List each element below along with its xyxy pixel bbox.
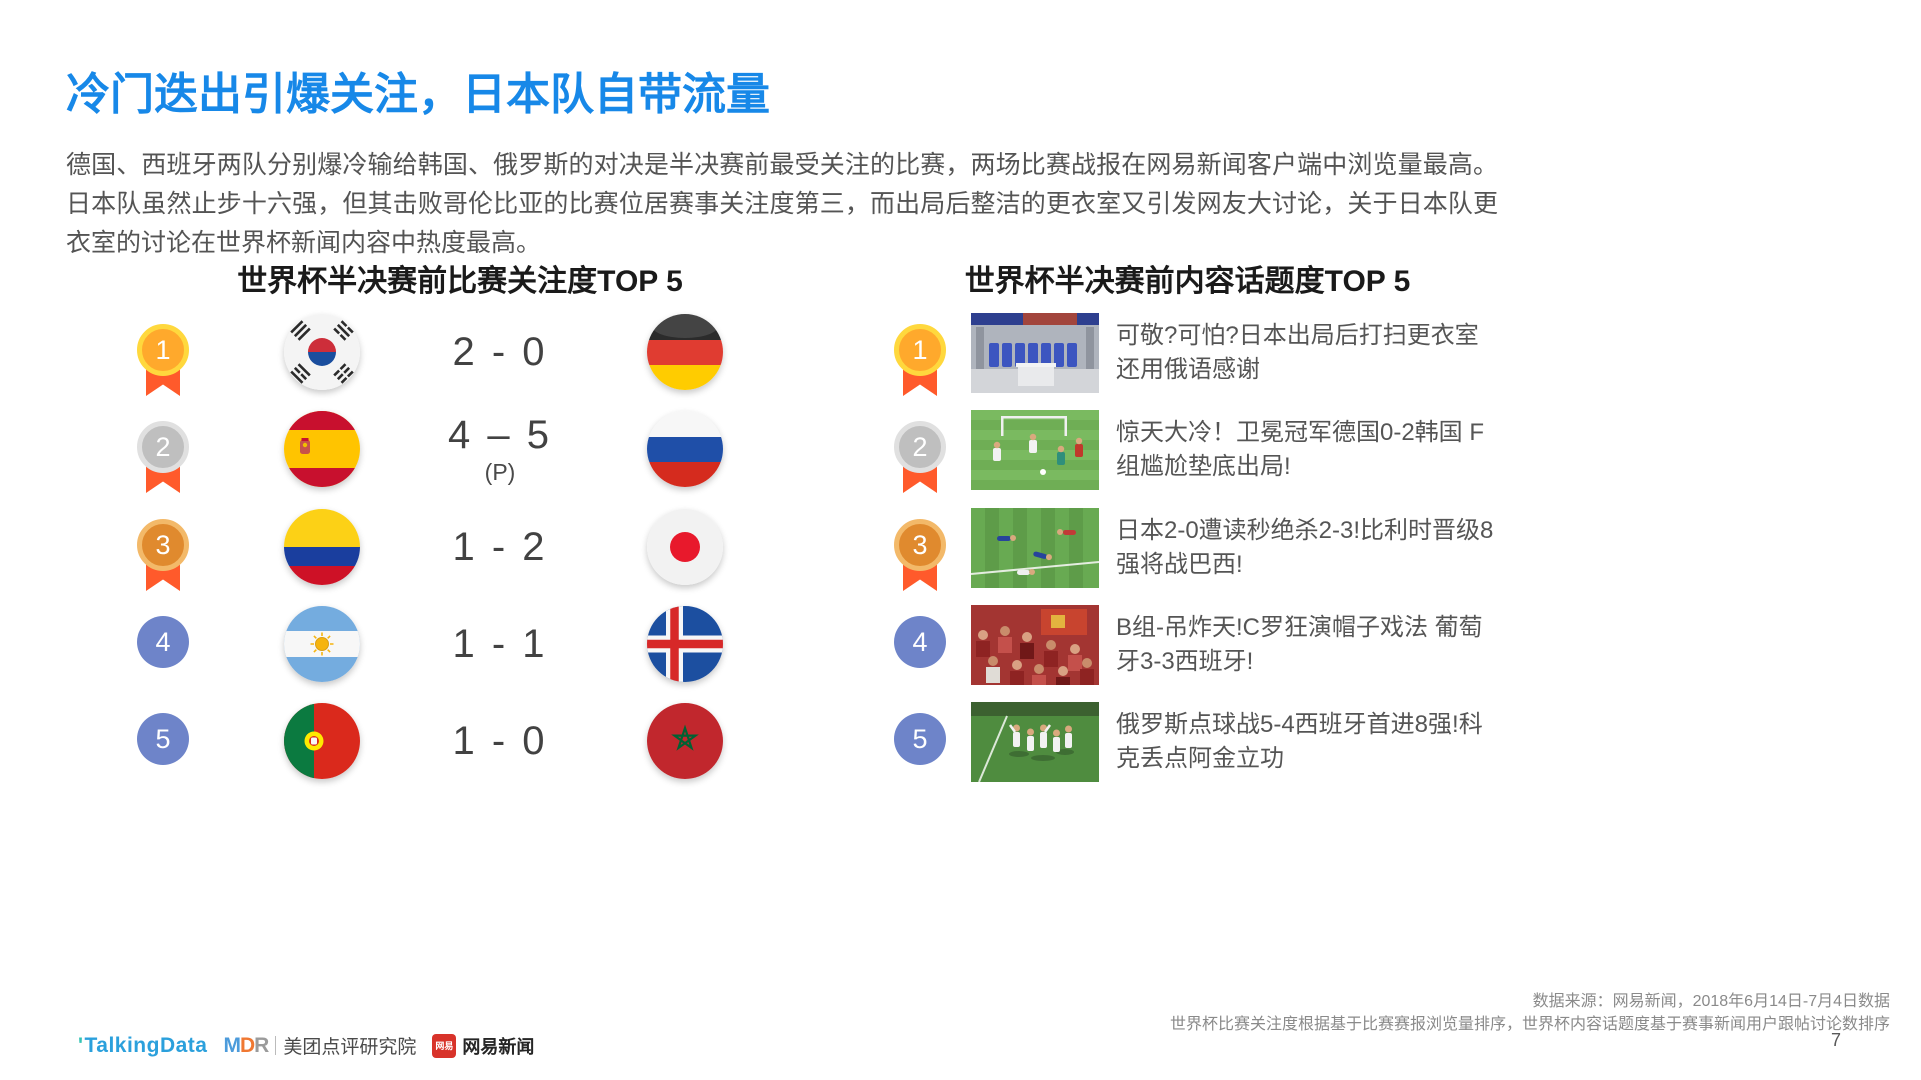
data-source-note: 数据来源：网易新闻，2018年6月14日-7月4日数据 世界杯比赛关注度根据基于…: [1170, 990, 1890, 1036]
iceland-flag: [647, 606, 723, 682]
talkingdata-logo: 'TalkingData: [78, 1034, 207, 1058]
source-line-1: 数据来源：网易新闻，2018年6月14日-7月4日数据: [1532, 993, 1890, 1010]
match-score: 1 - 0: [415, 693, 585, 790]
score-value: 4 – 5: [448, 413, 552, 457]
portugal-flag-icon: [284, 703, 360, 779]
match-ranking-row: 4 1 - 1: [120, 596, 810, 693]
germany-korea-match-photo: [971, 410, 1099, 490]
match-ranking-row: 3 1 - 2: [120, 499, 810, 596]
rank-number: 5: [894, 713, 946, 765]
russia-flag-icon: [647, 411, 723, 487]
match-ranking-row: 2 4 – 5 (P): [120, 401, 810, 498]
netease-news-label: 网易新闻: [462, 1036, 535, 1057]
talkingdata-tick-icon: ': [78, 1033, 84, 1057]
morocco-flag-icon: [647, 703, 723, 779]
logo-divider: [275, 1036, 277, 1055]
match-thumbnail: [971, 410, 1099, 490]
locker-room-thumbnail: [971, 313, 1099, 393]
gold-medal-icon: 1: [137, 318, 189, 400]
japan-flag: [647, 509, 723, 585]
topic-headline: B组-吊炸天!C罗狂演帽子戏法 葡萄牙3-3西班牙!: [1116, 613, 1483, 675]
mdr-wordmark: MDR: [223, 1033, 269, 1057]
germany-flag-icon: [647, 314, 723, 390]
red-crowd-thumbnail: [971, 605, 1099, 685]
germany-flag: [647, 314, 723, 390]
portugal-spain-fans-photo: [971, 605, 1099, 685]
rank-number: 4: [137, 616, 189, 668]
page-number: 7: [1830, 1030, 1841, 1050]
silver-medal-icon: 2: [894, 415, 946, 497]
silver-medal-icon: 2: [137, 415, 189, 497]
rank-badge-icon: 5: [137, 707, 189, 789]
topic-headline: 惊天大冷！卫冕冠军德国0-2韩国 F组尴尬垫底出局!: [1116, 418, 1485, 480]
topic-headline: 可敬?可怕?日本出局后打扫更衣室 还用俄语感谢: [1116, 321, 1479, 383]
spain-flag-icon: [284, 411, 360, 487]
locker-room-photo: [971, 313, 1099, 393]
morocco-flag: [647, 703, 723, 779]
match-score: 1 - 1: [415, 596, 585, 693]
russia-flag: [647, 411, 723, 487]
rank-number: 2: [137, 421, 189, 473]
portugal-flag: [284, 703, 360, 779]
rank-badge-icon: 4: [137, 610, 189, 692]
match-score: 4 – 5 (P): [415, 401, 585, 498]
page-title: 冷门迭出引爆关注，日本队自带流量: [66, 70, 770, 119]
score-value: 1 - 0: [452, 719, 548, 763]
colombia-flag: [284, 509, 360, 585]
argentina-flag: [284, 606, 360, 682]
rank-number: 3: [137, 519, 189, 571]
rank-number: 1: [137, 324, 189, 376]
topic-ranking-row: 5 俄罗斯点球战5-4西班牙首进8强!科克丢点阿金立功: [886, 693, 1511, 790]
rank-number: 3: [894, 519, 946, 571]
rank-number: 5: [137, 713, 189, 765]
match-score: 1 - 2: [415, 499, 585, 596]
meituan-institute-label: 美团点评研究院: [283, 1037, 417, 1058]
bronze-medal-icon: 3: [137, 513, 189, 595]
meituan-dianping-institute-logo: MDR 美团点评研究院: [223, 1032, 416, 1059]
gold-medal-icon: 1: [894, 318, 946, 400]
topic-ranking-row: 3 日本2-0遭读秒绝杀2-3!比利时晋级8强将战巴西!: [886, 499, 1511, 596]
spain-flag: [284, 411, 360, 487]
topic-ranking-row: 2 惊天大冷！卫冕冠军德国0-2韩国 F组尴尬垫底出局!: [886, 401, 1511, 498]
footer-logos: 'TalkingData MDR 美团点评研究院 网易 网易新闻: [78, 1032, 534, 1059]
japan-flag-icon: [647, 509, 723, 585]
talkingdata-wordmark: TalkingData: [84, 1033, 208, 1057]
topic-ranking-title: 世界杯半决赛前内容话题度TOP 5: [964, 265, 1411, 298]
topic-ranking-row: 1 可敬?可怕?日本出局后打扫更衣室 还用俄语感谢: [886, 304, 1511, 401]
topic-headline: 日本2-0遭读秒绝杀2-3!比利时晋级8强将战巴西!: [1116, 516, 1494, 578]
iceland-flag-icon: [647, 606, 723, 682]
match-score: 2 - 0: [415, 304, 585, 401]
penalty-note: (P): [484, 459, 516, 485]
south-korea-flag-icon: [284, 314, 360, 390]
players-on-pitch-thumbnail: [971, 508, 1099, 588]
summary-paragraph: 德国、西班牙两队分别爆冷输给韩国、俄罗斯的对决是半决赛前最受关注的比赛，两场比赛…: [66, 151, 1498, 257]
score-value: 1 - 1: [452, 622, 548, 666]
netease-news-logo: 网易 网易新闻: [432, 1033, 534, 1059]
match-ranking-row: 1 2 - 0: [120, 304, 810, 401]
rank-badge-icon: 4: [894, 610, 946, 692]
colombia-flag-icon: [284, 509, 360, 585]
south-korea-flag: [284, 314, 360, 390]
rank-number: 4: [894, 616, 946, 668]
match-ranking-row: 5 1 - 0: [120, 693, 810, 790]
russia-spain-celebration-photo: [971, 702, 1099, 782]
score-value: 1 - 2: [452, 525, 548, 569]
rank-badge-icon: 5: [894, 707, 946, 789]
netease-app-icon: 网易: [432, 1033, 457, 1058]
japan-belgium-match-photo: [971, 508, 1099, 588]
argentina-flag-icon: [284, 606, 360, 682]
rank-number: 1: [894, 324, 946, 376]
score-value: 2 - 0: [452, 330, 548, 374]
source-line-2: 世界杯比赛关注度根据基于比赛赛报浏览量排序，世界杯内容话题度基于赛事新闻用户跟帖…: [1169, 1016, 1890, 1033]
match-ranking-title: 世界杯半决赛前比赛关注度TOP 5: [237, 265, 683, 298]
bronze-medal-icon: 3: [894, 513, 946, 595]
celebration-thumbnail: [971, 702, 1099, 782]
topic-headline: 俄罗斯点球战5-4西班牙首进8强!科克丢点阿金立功: [1116, 710, 1483, 772]
rank-number: 2: [894, 421, 946, 473]
topic-ranking-row: 4 B组-吊炸天!C罗狂演帽子戏法 葡萄牙: [886, 596, 1511, 693]
